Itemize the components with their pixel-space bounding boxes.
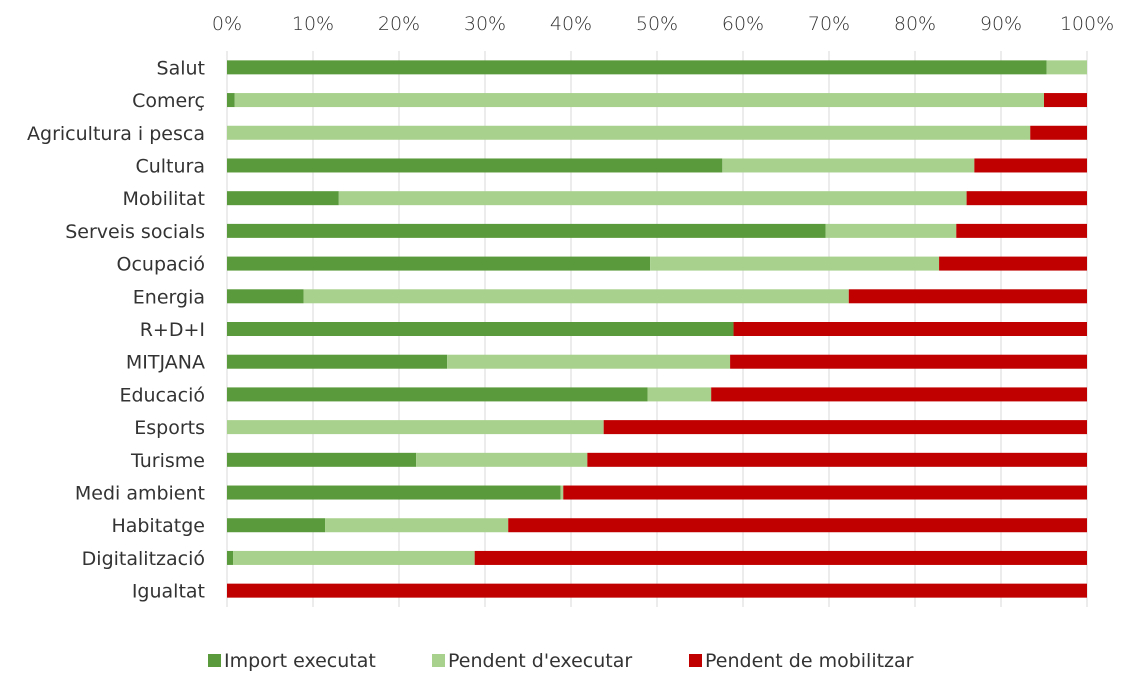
x-tick-label: 10% [292, 13, 334, 35]
bar-segment-series-2 [939, 256, 1087, 271]
bar-segment-series-2 [711, 387, 1087, 402]
category-label: Turisme [130, 450, 205, 472]
bar-segment-series-2 [474, 550, 1087, 565]
x-axis-tick-labels: 0% 10% 20% 30% 40% 50% 60% 70% 80% 90% 100% [212, 13, 1114, 35]
legend-swatch [689, 654, 702, 667]
bar-segment-series-2 [1044, 93, 1087, 108]
bar-segment-series-0 [227, 191, 339, 206]
bar-segment-series-1 [647, 387, 712, 402]
bar-segment-series-0 [227, 452, 417, 467]
bar-segment-series-0 [227, 60, 1047, 75]
bar-segment-series-2 [848, 289, 1087, 304]
x-tick-label: 100% [1060, 13, 1114, 35]
bar-segment-series-2 [587, 452, 1087, 467]
category-label: Educació [119, 384, 205, 406]
category-label: Habitatge [111, 515, 205, 537]
bar-segment-series-0 [227, 387, 648, 402]
bar-segment-series-0 [227, 256, 651, 271]
bar-segment-series-1 [227, 125, 1031, 140]
category-label: R+D+I [140, 319, 205, 341]
category-label: Comerç [132, 90, 205, 112]
bar-segment-series-1 [722, 158, 975, 173]
bar-segment-series-2 [227, 583, 1087, 598]
bar-segment-series-0 [227, 93, 235, 108]
x-tick-label: 80% [894, 13, 936, 35]
x-tick-label: 20% [378, 13, 420, 35]
category-label: Mobilitat [123, 188, 205, 210]
bar-segment-series-2 [974, 158, 1087, 173]
bar-segment-series-2 [730, 354, 1087, 369]
bar-segment-series-1 [234, 93, 1045, 108]
x-tick-label: 60% [722, 13, 764, 35]
bar-segment-series-2 [966, 191, 1087, 206]
category-label: Esports [134, 417, 205, 439]
category-label: MITJANA [126, 352, 205, 374]
legend-label: Import executat [224, 650, 376, 672]
category-label: Salut [157, 57, 205, 79]
bar-segment-series-1 [447, 354, 731, 369]
bar-segment-series-1 [416, 452, 588, 467]
bar-segment-series-2 [563, 485, 1087, 500]
category-label: Cultura [135, 155, 205, 177]
bar-segment-series-1 [303, 289, 849, 304]
legend-label: Pendent d'executar [448, 650, 632, 672]
bar-segment-series-1 [825, 223, 957, 238]
bar-segment-series-0 [227, 550, 234, 565]
bar-segment-series-1 [233, 550, 475, 565]
category-label: Agricultura i pesca [27, 123, 205, 145]
bar-segment-series-0 [227, 289, 304, 304]
category-label: Igualtat [132, 581, 205, 603]
legend: Import executat Pendent d'executar Pendent… [208, 650, 914, 672]
x-tick-label: 30% [464, 13, 506, 35]
category-label: Energia [133, 286, 205, 308]
category-label: Serveis socials [65, 221, 205, 243]
bar-segment-series-2 [508, 518, 1088, 533]
category-label: Ocupació [117, 254, 206, 276]
bar-segment-series-0 [227, 223, 826, 238]
bar-segment-series-1 [650, 256, 940, 271]
category-label: Digitalització [82, 548, 205, 570]
x-tick-label: 0% [212, 13, 242, 35]
legend-label: Pendent de mobilitzar [705, 650, 914, 672]
category-labels: Salut Comerç Agricultura i pesca Cultura Mob… [27, 57, 205, 602]
x-tick-label: 50% [636, 13, 678, 35]
bar-segment-series-2 [956, 223, 1087, 238]
bar-segment-series-1 [338, 191, 967, 206]
bar-segment-series-0 [227, 354, 448, 369]
legend-swatch [432, 654, 445, 667]
bars [227, 60, 1088, 598]
bar-segment-series-1 [1046, 60, 1087, 75]
bar-segment-series-1 [227, 420, 604, 435]
bar-segment-series-2 [603, 420, 1087, 435]
x-tick-label: 70% [808, 13, 850, 35]
bar-segment-series-0 [227, 518, 326, 533]
bar-segment-series-1 [560, 485, 564, 500]
x-tick-label: 90% [980, 13, 1022, 35]
category-label: Medi ambient [75, 483, 205, 505]
bar-segment-series-2 [1030, 125, 1087, 140]
bar-segment-series-0 [227, 485, 561, 500]
x-tick-label: 40% [550, 13, 592, 35]
bar-segment-series-0 [227, 322, 734, 336]
legend-swatch [208, 654, 221, 667]
bar-segment-series-0 [227, 158, 723, 173]
bar-segment-series-1 [325, 518, 509, 533]
bar-segment-series-2 [733, 322, 1087, 336]
